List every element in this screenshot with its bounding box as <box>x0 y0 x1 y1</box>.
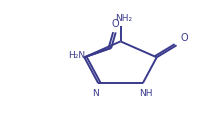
Text: NH: NH <box>138 89 152 97</box>
Text: H₂N: H₂N <box>68 51 85 60</box>
Text: O: O <box>179 33 187 43</box>
Text: O: O <box>111 19 119 29</box>
Text: N: N <box>91 89 98 97</box>
Text: NH₂: NH₂ <box>114 14 132 23</box>
